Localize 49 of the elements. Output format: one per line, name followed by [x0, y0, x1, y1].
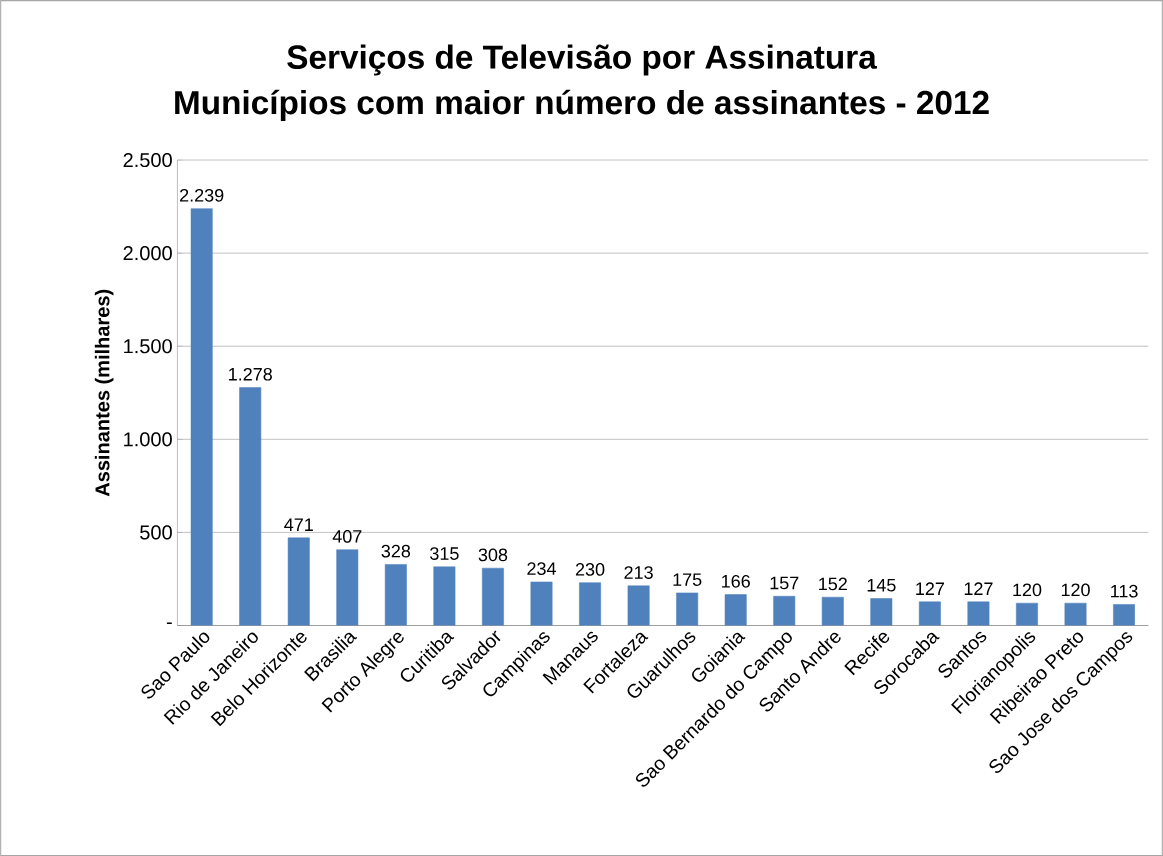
- data-label: 471: [284, 518, 313, 531]
- bar: [190, 208, 213, 626]
- bar: [918, 601, 941, 626]
- bar: [1113, 604, 1136, 626]
- bar: [384, 564, 407, 626]
- bar: [239, 387, 262, 626]
- bar: [724, 594, 747, 626]
- bar: [676, 592, 699, 626]
- y-tick-label: 1.000: [124, 432, 172, 447]
- data-label: 407: [332, 529, 362, 543]
- bar: [530, 581, 553, 626]
- data-label: 230: [575, 562, 605, 576]
- bar: [967, 601, 990, 626]
- bar: [579, 582, 601, 626]
- y-tick-label: 500: [140, 525, 172, 540]
- data-label: 308: [478, 548, 508, 562]
- data-label: 113: [1111, 584, 1138, 598]
- data-label: 213: [624, 566, 653, 579]
- y-tick-label: -: [166, 622, 172, 624]
- data-label: 120: [1061, 583, 1090, 597]
- bar: [287, 537, 310, 626]
- data-label: 315: [430, 547, 459, 560]
- data-label: 120: [1013, 583, 1042, 597]
- data-label: 328: [381, 544, 411, 558]
- chart-title: Serviços de Televisão por Assinatura: [287, 44, 877, 76]
- bar: [627, 585, 650, 626]
- y-tick-label: 1.500: [124, 339, 172, 354]
- data-label: 2.239: [180, 188, 224, 202]
- chart-subtitle: Municípios com maior número de assinantes - 2012: [175, 89, 989, 121]
- bar: [1064, 602, 1087, 626]
- bar: [1016, 602, 1038, 626]
- data-label: 1.278: [229, 367, 272, 381]
- bar: [336, 549, 359, 626]
- bar: [433, 566, 456, 626]
- data-label: 127: [964, 582, 993, 595]
- y-axis-title: Assinantes (milhares): [94, 289, 114, 497]
- bar: [870, 598, 893, 626]
- y-tick-label: 2.000: [123, 245, 172, 261]
- data-label: 234: [527, 562, 556, 575]
- data-label: 166: [722, 574, 750, 588]
- data-label: 127: [916, 582, 944, 595]
- data-label: 152: [819, 577, 847, 591]
- y-tick-label: 2.500: [123, 152, 172, 167]
- data-label: 145: [867, 578, 896, 592]
- bar: [482, 567, 504, 626]
- data-label: 157: [770, 576, 799, 590]
- bar: [773, 595, 796, 626]
- data-label: 175: [673, 573, 702, 586]
- bar: [821, 596, 844, 626]
